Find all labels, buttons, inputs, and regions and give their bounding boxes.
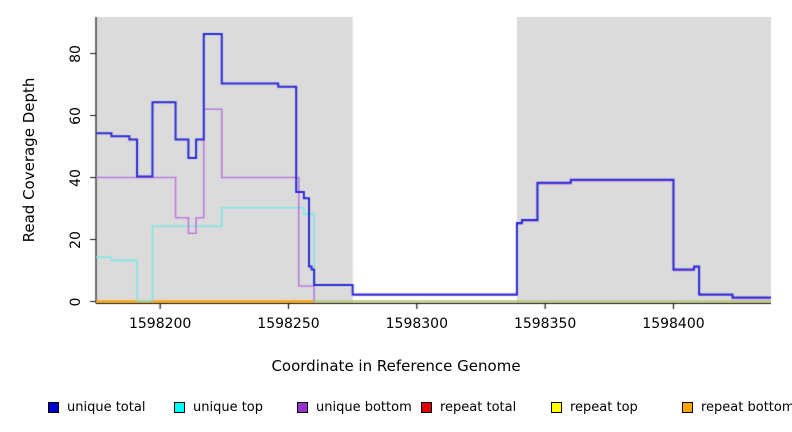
y-tick-label: 20 — [68, 230, 84, 249]
y-tick-label: 60 — [68, 106, 84, 125]
x-tick-label: 1598200 — [128, 316, 192, 332]
legend-label: repeat total — [440, 399, 517, 415]
legend-item-repeat-total: repeat total — [421, 399, 516, 415]
x-axis-title: Coordinate in Reference Genome — [271, 357, 521, 375]
legend-label: repeat top — [570, 399, 638, 415]
legend-swatch — [48, 401, 59, 413]
legend: unique total unique top unique bottom repea… — [0, 399, 792, 417]
legend-item-unique-total: unique total — [48, 399, 145, 415]
legend-item-unique-top: unique top — [174, 399, 263, 415]
legend-swatch — [421, 401, 432, 413]
y-tick-label: 80 — [68, 44, 84, 63]
legend-swatch — [297, 401, 308, 413]
legend-swatch — [174, 401, 185, 413]
legend-item-repeat-bottom: repeat bottom — [682, 399, 792, 415]
legend-label: unique total — [67, 399, 146, 415]
y-tick-label: 0 — [68, 297, 84, 306]
legend-label: unique bottom — [316, 399, 412, 415]
y-tick-label: 40 — [68, 168, 84, 187]
x-tick-label: 1598350 — [513, 316, 577, 332]
legend-item-repeat-top: repeat top — [551, 399, 638, 415]
x-tick-label: 1598400 — [642, 316, 705, 332]
legend-item-unique-bottom: unique bottom — [297, 399, 412, 415]
legend-swatch — [551, 401, 562, 413]
x-tick-label: 1598300 — [385, 316, 448, 332]
x-tick-label: 1598250 — [257, 316, 320, 332]
y-axis-title: Read Coverage Depth — [20, 77, 38, 243]
legend-label: unique top — [193, 399, 264, 415]
legend-label: repeat bottom — [701, 399, 792, 415]
legend-swatch — [682, 401, 693, 413]
